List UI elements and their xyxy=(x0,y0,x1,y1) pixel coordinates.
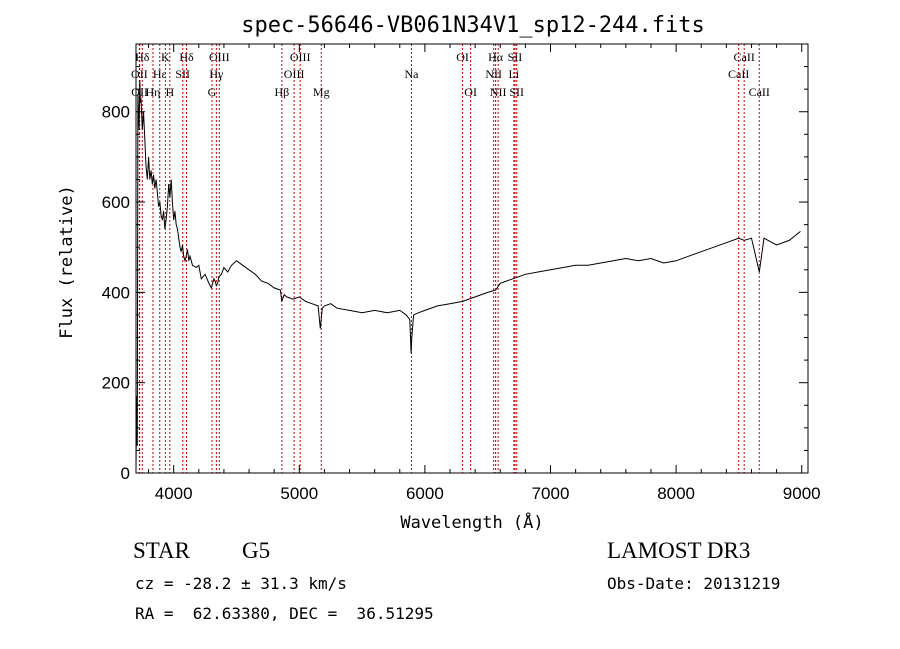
x-axis-ticks: 4000 5000 6000 7000 8000 9000 xyxy=(148,44,821,503)
spectral-line-label: SII xyxy=(175,67,190,81)
spectral-line-label: OI xyxy=(456,50,469,64)
spectral-line-label: OIII xyxy=(209,50,230,64)
spectral-line-label: Hδ xyxy=(135,50,150,64)
x-tick-label: 9000 xyxy=(783,484,821,503)
spectral-line-label: Hη xyxy=(145,85,160,99)
spectral-line-label: Hα xyxy=(488,50,504,64)
y-tick-label: 800 xyxy=(102,103,130,122)
x-tick-label: 6000 xyxy=(406,484,444,503)
x-tick-label: 5000 xyxy=(280,484,318,503)
x-tick-label: 8000 xyxy=(657,484,695,503)
spectral-line-label: K xyxy=(161,50,170,64)
spectral-line-label: NII xyxy=(485,67,502,81)
object-class: STAR xyxy=(133,538,190,563)
object-subclass: G5 xyxy=(242,538,271,563)
chart-title: spec-56646-VB061N34V1_sp12-244.fits xyxy=(241,13,705,38)
spectral-line-label: CaII xyxy=(734,50,755,64)
spectrum-line xyxy=(135,80,801,471)
spectral-line-label: SII xyxy=(509,85,524,99)
spectral-line-label: Hε xyxy=(153,67,167,81)
y-tick-label: 0 xyxy=(121,464,130,483)
line-markers xyxy=(138,44,760,473)
spectral-line-label: Na xyxy=(404,67,419,81)
spectral-line-label: Hβ xyxy=(274,85,289,99)
y-tick-label: 200 xyxy=(102,374,130,393)
spectral-line-label: OIII xyxy=(290,50,311,64)
y-tick-label: 400 xyxy=(102,283,130,302)
x-tick-label: 7000 xyxy=(532,484,570,503)
spectral-line-label: NII xyxy=(490,85,507,99)
y-axis-label: Flux (relative) xyxy=(57,185,77,339)
spectral-line-label: Hγ xyxy=(209,67,224,81)
spectral-line-label: Mg xyxy=(313,85,330,99)
spectral-line-label: OII xyxy=(131,67,148,81)
plot-frame xyxy=(135,43,809,474)
spectral-line-label: Hδ xyxy=(179,50,194,64)
y-axis-ticks: 0 200 400 600 800 xyxy=(102,66,808,483)
spectral-line-label: H xyxy=(165,85,174,99)
spectral-line-label: CaII xyxy=(728,67,749,81)
x-tick-label: 4000 xyxy=(155,484,193,503)
y-tick-label: 600 xyxy=(102,193,130,212)
spectral-line-label: G xyxy=(208,85,217,99)
spectral-line-label: OI xyxy=(464,85,477,99)
redshift-velocity: cz = -28.2 ± 31.3 km/s xyxy=(135,574,347,593)
x-axis-label: Wavelength (Å) xyxy=(400,511,543,533)
spectral-line-label: SII xyxy=(508,50,523,64)
spectral-line-label: Li xyxy=(508,67,519,81)
spectral-line-label: OIII xyxy=(284,67,305,81)
observation-date: Obs-Date: 20131219 xyxy=(607,574,781,593)
coordinates: RA = 62.63380, DEC = 36.51295 xyxy=(135,604,434,623)
spectral-line-label: CaII xyxy=(749,85,770,99)
survey-name: LAMOST DR3 xyxy=(607,538,751,563)
